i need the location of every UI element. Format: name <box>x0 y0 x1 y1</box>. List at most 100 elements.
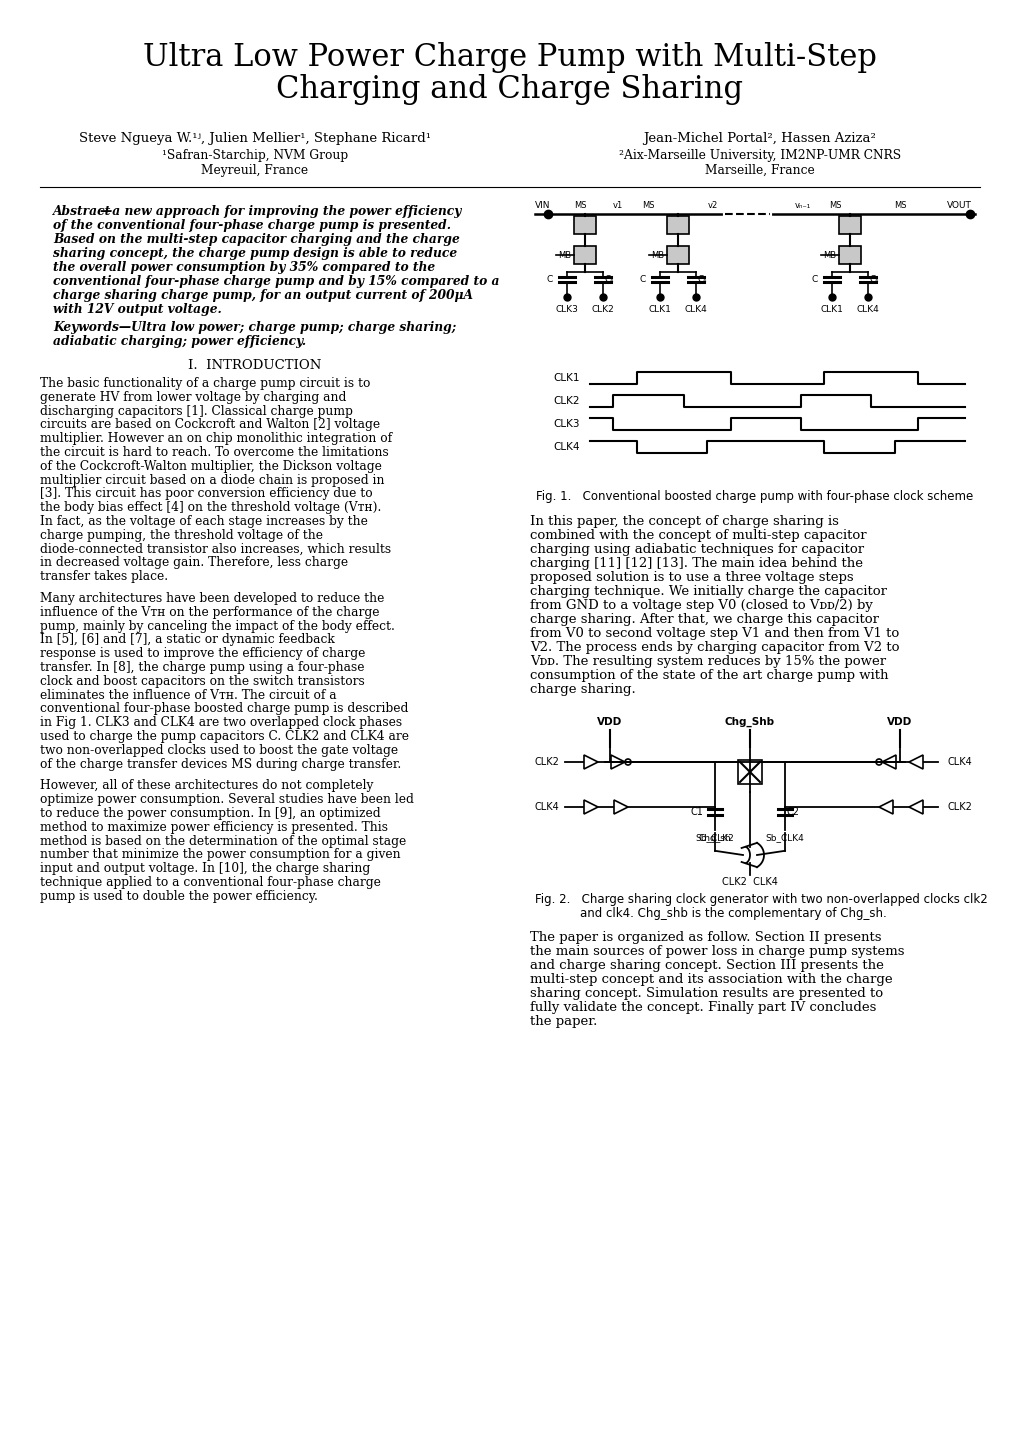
Text: charging technique. We initially charge the capacitor: charging technique. We initially charge … <box>530 585 887 598</box>
Text: two non-overlapped clocks used to boost the gate voltage: two non-overlapped clocks used to boost … <box>40 744 397 757</box>
Text: Based on the multi-step capacitor charging and the charge: Based on the multi-step capacitor chargi… <box>53 234 460 247</box>
Text: discharging capacitors [1]. Classical charge pump: discharging capacitors [1]. Classical ch… <box>40 405 353 418</box>
Text: response is used to improve the efficiency of charge: response is used to improve the efficien… <box>40 647 365 660</box>
Text: sharing concept, the charge pump design is able to reduce: sharing concept, the charge pump design … <box>53 247 457 260</box>
Text: charge sharing.: charge sharing. <box>530 684 635 696</box>
Text: vₙ₋₁: vₙ₋₁ <box>794 200 810 211</box>
Text: C: C <box>546 274 552 284</box>
Text: CLK2: CLK2 <box>553 397 580 407</box>
Text: number that minimize the power consumption for a given: number that minimize the power consumpti… <box>40 848 400 861</box>
Text: sharing concept. Simulation results are presented to: sharing concept. Simulation results are … <box>530 988 882 1001</box>
Text: pump is used to double the power efficiency.: pump is used to double the power efficie… <box>40 890 318 903</box>
Text: VIN: VIN <box>535 200 550 211</box>
Text: ²Aix-Marseille University, IM2NP-UMR CNRS: ²Aix-Marseille University, IM2NP-UMR CNR… <box>619 149 900 162</box>
Text: generate HV from lower voltage by charging and: generate HV from lower voltage by chargi… <box>40 391 346 404</box>
Text: The basic functionality of a charge pump circuit is to: The basic functionality of a charge pump… <box>40 376 370 389</box>
Text: the overall power consumption by 35% compared to the: the overall power consumption by 35% com… <box>53 261 435 274</box>
Text: charge pumping, the threshold voltage of the: charge pumping, the threshold voltage of… <box>40 529 323 542</box>
Text: MS: MS <box>573 200 586 211</box>
Text: [3]. This circuit has poor conversion efficiency due to: [3]. This circuit has poor conversion ef… <box>40 487 372 500</box>
Text: C: C <box>639 274 645 284</box>
Text: conventional four-phase charge pump and by 15% compared to a: conventional four-phase charge pump and … <box>53 275 499 288</box>
Text: charge sharing. After that, we charge this capacitor: charge sharing. After that, we charge th… <box>530 613 878 626</box>
Bar <box>574 216 595 234</box>
Text: CLK4: CLK4 <box>856 306 878 314</box>
Text: C2: C2 <box>787 808 799 818</box>
Text: VOUT: VOUT <box>947 200 971 211</box>
Text: —a new approach for improving the power efficiency: —a new approach for improving the power … <box>100 205 461 218</box>
Text: Vᴅᴅ. The resulting system reduces by 15% the power: Vᴅᴅ. The resulting system reduces by 15%… <box>530 655 886 668</box>
Text: Steve Ngueya W.¹ʲ, Julien Mellier¹, Stephane Ricard¹: Steve Ngueya W.¹ʲ, Julien Mellier¹, Step… <box>78 133 431 146</box>
Text: conventional four-phase boosted charge pump is described: conventional four-phase boosted charge p… <box>40 702 408 715</box>
Text: in decreased voltage gain. Therefore, less charge: in decreased voltage gain. Therefore, le… <box>40 557 347 570</box>
Text: Sb_CLK4: Sb_CLK4 <box>765 833 804 842</box>
Text: charging [11] [12] [13]. The main idea behind the: charging [11] [12] [13]. The main idea b… <box>530 557 862 570</box>
Text: CLK4: CLK4 <box>535 802 559 812</box>
Text: CLK3: CLK3 <box>555 306 578 314</box>
Text: method is based on the determination of the optimal stage: method is based on the determination of … <box>40 835 406 848</box>
Text: CLK1: CLK1 <box>553 373 580 384</box>
Text: the circuit is hard to reach. To overcome the limitations: the circuit is hard to reach. To overcom… <box>40 446 388 459</box>
Text: Abstract: Abstract <box>53 205 111 218</box>
Text: optimize power consumption. Several studies have been led: optimize power consumption. Several stud… <box>40 793 414 806</box>
Text: Fig. 2.   Charge sharing clock generator with two non-overlapped clocks clk2: Fig. 2. Charge sharing clock generator w… <box>535 894 986 907</box>
Text: multiplier. However an on chip monolithic integration of: multiplier. However an on chip monolithi… <box>40 433 391 446</box>
Text: input and output voltage. In [10], the charge sharing: input and output voltage. In [10], the c… <box>40 862 370 875</box>
Text: and charge sharing concept. Section III presents the: and charge sharing concept. Section III … <box>530 959 883 972</box>
Text: clock and boost capacitors on the switch transistors: clock and boost capacitors on the switch… <box>40 675 365 688</box>
Text: the body bias effect [4] on the threshold voltage (Vᴛʜ).: the body bias effect [4] on the threshol… <box>40 502 381 515</box>
Text: Charging and Charge Sharing: Charging and Charge Sharing <box>276 74 743 105</box>
Text: MS: MS <box>641 200 653 211</box>
Bar <box>666 247 688 264</box>
Text: CLK1: CLK1 <box>819 306 843 314</box>
Text: method to maximize power efficiency is presented. This: method to maximize power efficiency is p… <box>40 820 387 833</box>
Text: C: C <box>811 274 817 284</box>
Text: CLK4: CLK4 <box>553 443 580 451</box>
Text: Cₛ: Cₛ <box>869 274 878 284</box>
Text: Marseille, France: Marseille, France <box>704 164 814 177</box>
Text: CLK4: CLK4 <box>684 306 707 314</box>
Text: and clk4. Chg_shb is the complementary of Chg_sh.: and clk4. Chg_shb is the complementary o… <box>580 907 886 920</box>
Text: CLK1: CLK1 <box>648 306 671 314</box>
Text: from GND to a voltage step V0 (closed to Vᴅᴅ/2) by: from GND to a voltage step V0 (closed to… <box>530 598 872 611</box>
Text: proposed solution is to use a three voltage steps: proposed solution is to use a three volt… <box>530 571 853 584</box>
Bar <box>839 216 860 234</box>
Bar <box>666 216 688 234</box>
Bar <box>574 247 595 264</box>
Text: used to charge the pump capacitors C. CLK2 and CLK4 are: used to charge the pump capacitors C. CL… <box>40 730 409 743</box>
Text: transfer takes place.: transfer takes place. <box>40 570 168 583</box>
Text: C1: C1 <box>690 808 702 818</box>
Text: in Fig 1. CLK3 and CLK4 are two overlapped clock phases: in Fig 1. CLK3 and CLK4 are two overlapp… <box>40 717 401 730</box>
Text: charge sharing charge pump, for an output current of 200μA: charge sharing charge pump, for an outpu… <box>53 288 473 301</box>
Text: Keywords—Ultra low power; charge pump; charge sharing;: Keywords—Ultra low power; charge pump; c… <box>53 322 455 335</box>
Text: CLK3: CLK3 <box>553 420 580 430</box>
Text: I.  INTRODUCTION: I. INTRODUCTION <box>189 359 321 372</box>
Text: VDD: VDD <box>597 717 622 727</box>
Text: V2. The process ends by charging capacitor from V2 to: V2. The process ends by charging capacit… <box>530 642 899 655</box>
Text: CLK2  CLK4: CLK2 CLK4 <box>721 877 777 887</box>
Text: However, all of these architectures do not completely: However, all of these architectures do n… <box>40 779 373 793</box>
Text: In this paper, the concept of charge sharing is: In this paper, the concept of charge sha… <box>530 515 838 528</box>
Text: the main sources of power loss in charge pump systems: the main sources of power loss in charge… <box>530 946 904 959</box>
Text: combined with the concept of multi-step capacitor: combined with the concept of multi-step … <box>530 529 866 542</box>
Text: v1: v1 <box>612 200 623 211</box>
Text: The paper is organized as follow. Section II presents: The paper is organized as follow. Sectio… <box>530 932 880 945</box>
Text: of the charge transfer devices MS during charge transfer.: of the charge transfer devices MS during… <box>40 757 400 770</box>
Text: Meyreuil, France: Meyreuil, France <box>201 164 309 177</box>
Text: MB: MB <box>822 251 836 260</box>
Text: from V0 to second voltage step V1 and then from V1 to: from V0 to second voltage step V1 and th… <box>530 627 899 640</box>
Text: charging using adiabatic techniques for capacitor: charging using adiabatic techniques for … <box>530 544 863 557</box>
Text: CLK4: CLK4 <box>947 757 971 767</box>
Text: VDD: VDD <box>887 717 912 727</box>
Text: technique applied to a conventional four-phase charge: technique applied to a conventional four… <box>40 875 380 890</box>
Text: eliminates the influence of Vᴛʜ. The circuit of a: eliminates the influence of Vᴛʜ. The cir… <box>40 689 336 702</box>
Text: Cₛ: Cₛ <box>604 274 614 284</box>
Text: Fig. 1.   Conventional boosted charge pump with four-phase clock scheme: Fig. 1. Conventional boosted charge pump… <box>536 490 973 503</box>
Text: ¹Safran-Starchip, NVM Group: ¹Safran-Starchip, NVM Group <box>162 149 347 162</box>
Text: fully validate the concept. Finally part IV concludes: fully validate the concept. Finally part… <box>530 1001 875 1014</box>
Text: MS: MS <box>828 200 841 211</box>
Text: consumption of the state of the art charge pump with: consumption of the state of the art char… <box>530 669 888 682</box>
Text: In [5], [6] and [7], a static or dynamic feedback: In [5], [6] and [7], a static or dynamic… <box>40 633 334 646</box>
Text: CLK2: CLK2 <box>947 802 971 812</box>
Text: Chg_Shb: Chg_Shb <box>725 717 774 727</box>
